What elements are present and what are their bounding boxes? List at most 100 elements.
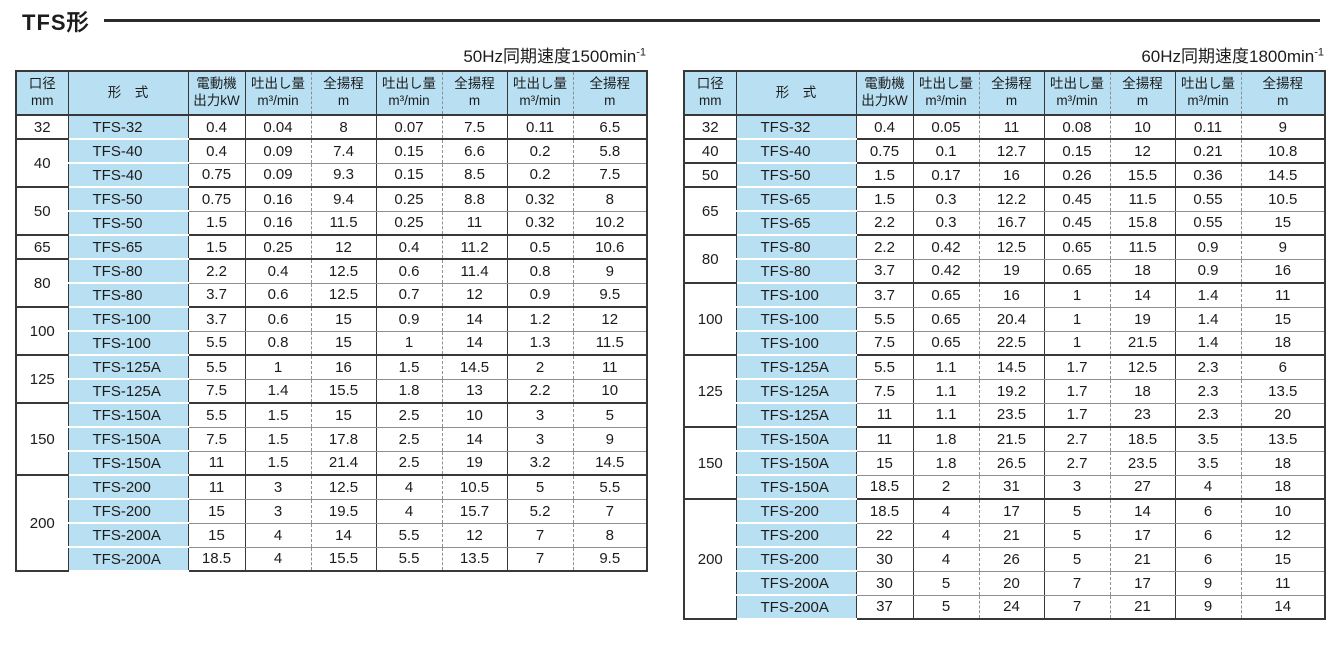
value-cell: 19 [978, 259, 1045, 284]
value-cell: 11 [856, 403, 914, 428]
header-bore: 口径 mm [683, 70, 737, 116]
model-cell: TFS-200A [735, 571, 857, 596]
value-cell: 12.5 [1109, 355, 1176, 380]
value-cell: 1.4 [1175, 331, 1242, 356]
model-cell: TFS-200 [67, 475, 189, 500]
header-motor: 電動機 出力kW [187, 70, 246, 116]
value-cell: 4 [1175, 475, 1242, 500]
value-cell: 0.9 [507, 283, 574, 308]
value-cell: 8.8 [441, 187, 508, 212]
value-cell: 15 [310, 331, 377, 356]
value-cell: 2.7 [1044, 451, 1111, 476]
value-cell: 6.5 [572, 115, 647, 140]
value-cell: 12 [572, 307, 647, 332]
value-cell: 4 [245, 547, 312, 571]
spec-row: 50 TFS-50 0.75 0.16 9.4 0.25 8.8 0.32 8 [16, 187, 647, 236]
value-cell: 5.5 [572, 475, 647, 500]
value-cell: 15.5 [310, 547, 377, 571]
value-cell: 14 [441, 307, 508, 332]
value-cell: 2.2 [856, 211, 914, 236]
value-cell: 3.7 [856, 259, 914, 284]
value-cell: 0.65 [1044, 235, 1111, 260]
value-cell: 14 [441, 427, 508, 452]
model-cell: TFS-200 [735, 523, 857, 548]
value-cell: 3.7 [856, 283, 914, 308]
value-cell: 7.5 [188, 427, 246, 452]
value-cell: 11.2 [441, 235, 508, 260]
value-cell: 15.5 [310, 379, 377, 404]
spec-row: TFS-150A 18.5 2 31 3 27 4 18 [684, 475, 1325, 500]
value-cell: 1 [1044, 283, 1111, 308]
value-cell: 0.45 [1044, 211, 1111, 236]
value-cell: 12.5 [310, 475, 377, 500]
value-cell: 4 [913, 499, 980, 524]
caption-sup-50hz: -1 [636, 46, 646, 59]
value-cell: 7.5 [856, 379, 914, 404]
value-cell: 5 [507, 475, 574, 500]
value-cell: 30 [856, 547, 914, 572]
bore-cell: 65 [16, 235, 69, 260]
value-cell: 1.1 [913, 379, 980, 404]
spec-row: TFS-150A 11 1.5 21.4 2.5 19 3.2 14.5 [16, 451, 647, 476]
bore-cell: 80 [16, 259, 69, 308]
value-cell: 22.5 [978, 331, 1045, 356]
model-cell: TFS-200A [67, 523, 189, 548]
value-cell: 0.25 [245, 235, 312, 260]
value-cell: 17 [1109, 571, 1176, 596]
value-cell: 0.4 [245, 259, 312, 284]
value-cell: 0.21 [1175, 139, 1242, 164]
value-cell: 14.5 [572, 451, 647, 476]
value-cell: 18.5 [856, 499, 914, 524]
value-cell: 5.8 [572, 139, 647, 164]
value-cell: 11 [441, 211, 508, 236]
header-motor: 電動機 出力kW [855, 70, 914, 116]
value-cell: 0.4 [188, 115, 246, 140]
value-cell: 5 [1044, 499, 1111, 524]
model-cell: TFS-80 [735, 235, 857, 260]
value-cell: 14.5 [441, 355, 508, 380]
value-cell: 1 [1044, 331, 1111, 356]
header-row: 口径 mm 形 式電動機 出力kW 吐出し量 m³/min 全揚程 m 吐出し量 m³/min 全揚… [15, 70, 648, 116]
table-section-50hz: 50Hz同期速度1500min-1 口径 mm 形 式電動機 出力kW 吐出し量 m³/m… [15, 42, 648, 620]
value-cell: 18 [1240, 331, 1325, 356]
value-cell: 9 [1240, 115, 1325, 140]
value-cell: 1.2 [507, 307, 574, 332]
value-cell: 1.5 [245, 451, 312, 476]
model-cell: TFS-100 [67, 307, 189, 332]
value-cell: 0.3 [913, 187, 980, 212]
value-cell: 5 [1044, 523, 1111, 548]
value-cell: 11 [856, 427, 914, 452]
value-cell: 0.17 [913, 163, 980, 188]
value-cell: 10 [1109, 115, 1176, 140]
value-cell: 15 [310, 403, 377, 428]
caption-text-60hz: 60Hz同期速度1800min [1141, 47, 1315, 66]
value-cell: 17 [978, 499, 1045, 524]
value-cell: 1.5 [188, 211, 246, 236]
header-head: 全揚程 m [572, 70, 648, 116]
spec-row: TFS-125A 7.5 1.1 19.2 1.7 18 2.3 13.5 [684, 379, 1325, 404]
bore-cell: 150 [684, 427, 737, 500]
value-cell: 0.55 [1175, 211, 1242, 236]
bore-cell: 50 [16, 187, 69, 236]
value-cell: 2.7 [1044, 427, 1111, 452]
value-cell: 22 [856, 523, 914, 548]
value-cell: 7 [507, 547, 574, 571]
value-cell: 13.5 [1240, 379, 1325, 404]
value-cell: 1.8 [376, 379, 443, 404]
value-cell: 1 [245, 355, 312, 380]
bore-cell: 65 [684, 187, 737, 236]
header-head: 全揚程 m [1240, 70, 1326, 116]
value-cell: 26.5 [978, 451, 1045, 476]
value-cell: 1.5 [245, 427, 312, 452]
value-cell: 6 [1175, 523, 1242, 548]
value-cell: 12.5 [310, 259, 377, 284]
model-cell: TFS-125A [735, 379, 857, 404]
value-cell: 2.2 [507, 379, 574, 404]
model-cell: TFS-125A [67, 379, 189, 404]
bore-cell: 32 [16, 115, 69, 140]
spec-row: 65 TFS-65 1.5 0.25 12 0.4 11.2 0.5 10.6 [16, 235, 647, 260]
model-cell: TFS-200 [67, 499, 189, 524]
spec-row: TFS-40 0.75 0.09 9.3 0.15 8.5 0.2 7.5 [16, 163, 647, 188]
value-cell: 2.3 [1175, 379, 1242, 404]
value-cell: 12.7 [978, 139, 1045, 164]
